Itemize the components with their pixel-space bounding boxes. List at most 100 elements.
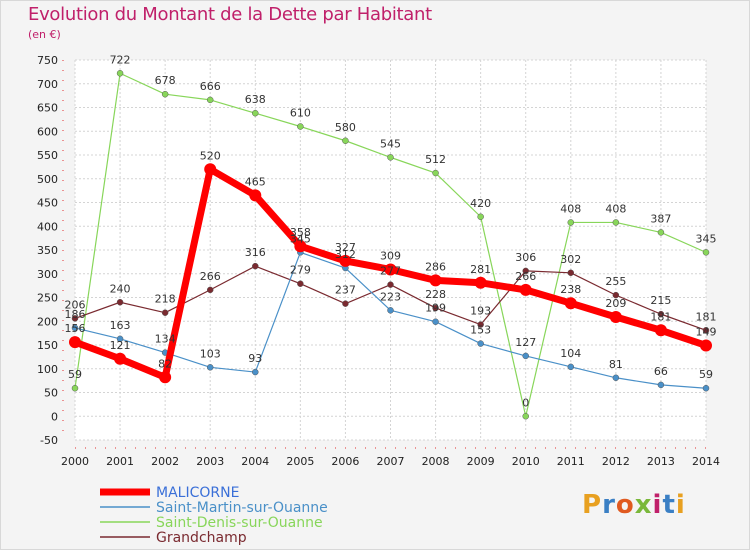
data-label: 387 (650, 212, 671, 225)
data-point (429, 274, 442, 287)
data-point (387, 281, 394, 288)
data-point (612, 374, 620, 382)
data-point (252, 109, 259, 117)
data-point (567, 269, 575, 277)
logo-letter: P (582, 490, 603, 520)
data-point (206, 364, 214, 371)
data-label: 306 (515, 251, 536, 264)
logo-letter: i (675, 490, 686, 520)
data-label: 512 (425, 153, 446, 166)
x-tick-label: 2003 (196, 455, 224, 468)
data-point (657, 229, 665, 236)
x-tick-label: 2013 (647, 455, 675, 468)
logo-letter: t (662, 490, 676, 520)
data-label: 238 (560, 283, 581, 296)
legend-label: Saint-Denis-sur-Ouanne (156, 515, 323, 531)
data-point (206, 286, 214, 294)
data-point (477, 213, 484, 220)
data-label: 580 (335, 121, 356, 134)
data-point (71, 315, 79, 322)
data-label: 312 (335, 248, 356, 261)
y-tick-label: 400 (37, 220, 58, 233)
x-tick-label: 2008 (422, 455, 450, 468)
data-point (297, 280, 304, 287)
data-label: 153 (470, 324, 491, 337)
data-label: 345 (290, 232, 311, 245)
data-point (161, 309, 169, 316)
data-label: 266 (515, 270, 536, 283)
data-label: 156 (65, 322, 86, 335)
data-label: 134 (155, 333, 176, 346)
x-tick-label: 2010 (512, 455, 540, 468)
axes: -50 0 50 100 150 200 250 300 350 400 450 500 550 600 6… (37, 54, 720, 468)
data-point (342, 300, 349, 307)
data-point (477, 321, 484, 328)
y-tick-label: -50 (40, 434, 58, 447)
proxiti-logo: Proxiti (582, 490, 686, 520)
data-label: 186 (65, 308, 86, 321)
data-label: 279 (290, 264, 311, 277)
data-label: 93 (248, 352, 262, 365)
data-label: 103 (200, 347, 221, 360)
data-label: 302 (560, 253, 581, 266)
legend: MALICORNESaint-Martin-sur-OuanneSaint-De… (100, 485, 328, 546)
data-label: 277 (380, 265, 401, 278)
data-label: 465 (245, 175, 266, 188)
logo-letter: i (652, 490, 663, 520)
data-label: 408 (605, 202, 626, 215)
data-point (702, 249, 710, 256)
data-point (432, 169, 439, 177)
logo-letter: o (615, 490, 635, 520)
data-point (116, 299, 124, 306)
data-point (519, 283, 532, 296)
data-label: 82 (158, 357, 172, 370)
x-tick-label: 2005 (286, 455, 314, 468)
x-tick-label: 2007 (377, 455, 405, 468)
data-point (612, 219, 620, 226)
data-point (206, 96, 214, 104)
data-label: 206 (65, 298, 86, 311)
data-label: 237 (335, 284, 356, 297)
data-point (114, 352, 127, 365)
data-point (612, 291, 620, 299)
y-tick-label: 350 (37, 244, 58, 257)
data-point (387, 154, 394, 161)
data-point (702, 327, 710, 334)
data-point (204, 163, 217, 176)
data-point (567, 219, 575, 226)
x-tick-label: 2006 (331, 455, 359, 468)
data-point (297, 123, 304, 130)
data-label: 223 (380, 290, 401, 303)
data-label: 281 (470, 263, 491, 276)
y-tick-label: 600 (37, 125, 58, 138)
legend-label: Grandchamp (156, 530, 247, 546)
data-point (252, 262, 259, 270)
legend-label: Saint-Martin-sur-Ouanne (156, 500, 328, 516)
y-tick-label: 550 (37, 149, 58, 162)
data-point (657, 381, 665, 389)
y-tick-label: 450 (37, 197, 58, 210)
data-point (71, 324, 79, 332)
data-label: 228 (425, 288, 446, 301)
data-label: 59 (68, 368, 82, 381)
data-label: 286 (425, 260, 446, 273)
x-tick-label: 2004 (241, 455, 269, 468)
logo-letter: x (634, 490, 653, 520)
data-label: 66 (654, 365, 668, 378)
data-point (432, 318, 439, 325)
data-label: 181 (696, 310, 717, 323)
x-tick-label: 2012 (602, 455, 630, 468)
y-tick-label: 150 (37, 339, 58, 352)
data-point (432, 304, 439, 312)
data-point (161, 90, 169, 98)
data-label: 420 (470, 197, 491, 210)
data-label: 345 (696, 232, 717, 245)
data-label: 638 (245, 93, 266, 106)
y-tick-label: 50 (44, 387, 58, 400)
data-label: 163 (110, 319, 131, 332)
series-lines (69, 70, 712, 420)
y-tick-label: 750 (37, 54, 58, 67)
data-label: 199 (425, 302, 446, 315)
data-label: 408 (560, 202, 581, 215)
